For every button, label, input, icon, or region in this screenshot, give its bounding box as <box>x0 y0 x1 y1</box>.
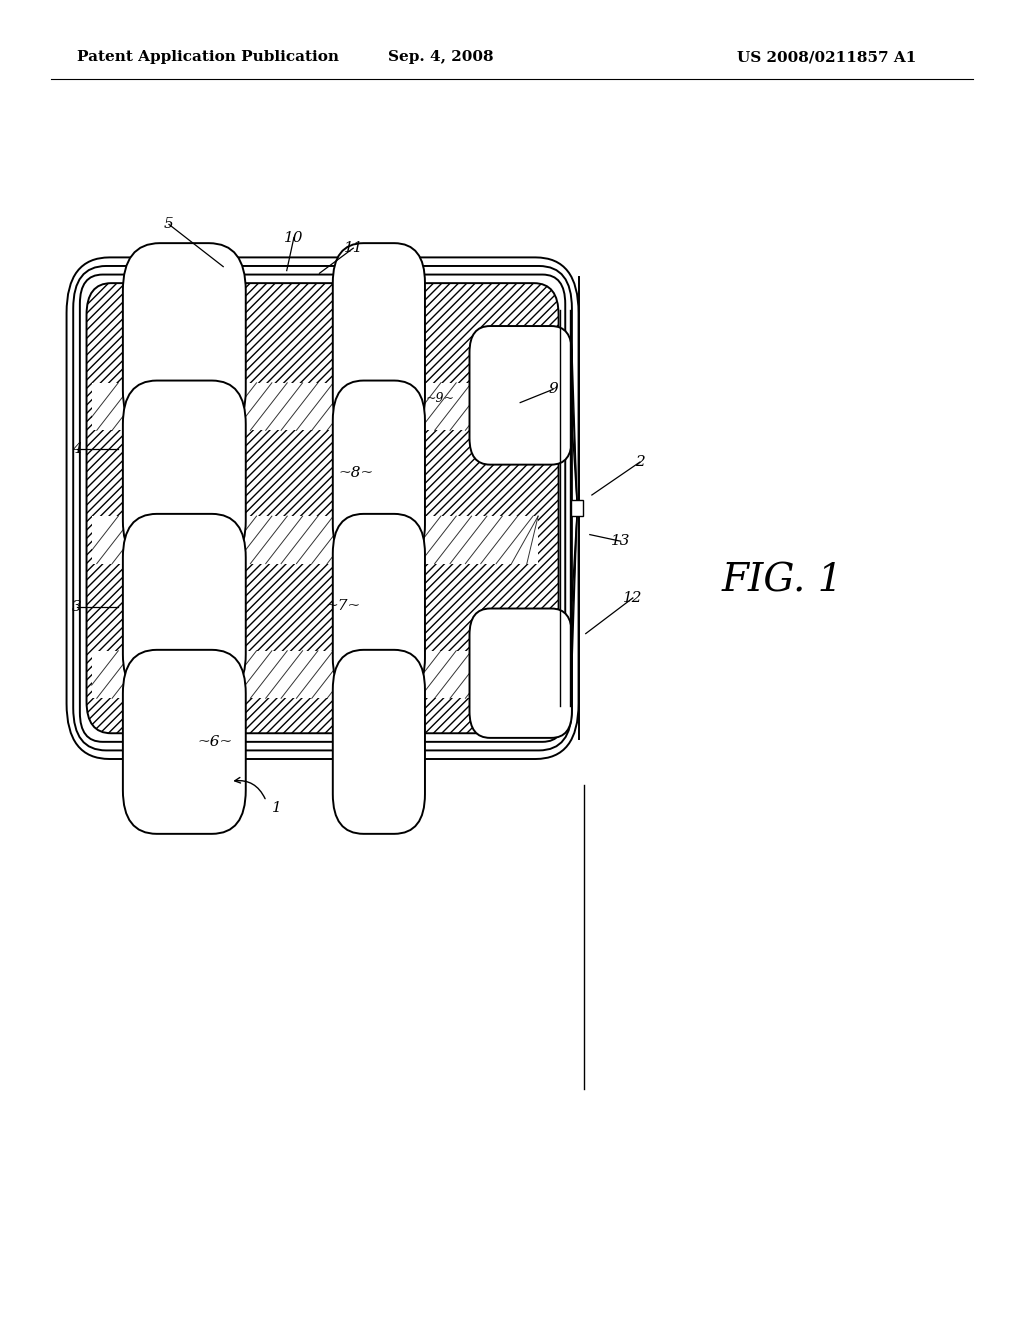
FancyBboxPatch shape <box>123 380 246 565</box>
Text: 3: 3 <box>72 601 82 614</box>
Text: Sep. 4, 2008: Sep. 4, 2008 <box>387 50 494 65</box>
Text: 11: 11 <box>343 242 364 255</box>
Text: 9: 9 <box>548 383 558 396</box>
Bar <box>92 383 539 430</box>
Bar <box>92 651 539 698</box>
Text: 2: 2 <box>635 455 645 469</box>
Text: 12: 12 <box>623 591 643 605</box>
FancyBboxPatch shape <box>469 609 571 738</box>
FancyBboxPatch shape <box>333 513 425 698</box>
Bar <box>469 609 571 738</box>
FancyBboxPatch shape <box>67 257 579 759</box>
FancyBboxPatch shape <box>333 649 425 834</box>
FancyBboxPatch shape <box>333 243 425 438</box>
FancyBboxPatch shape <box>333 380 425 565</box>
FancyBboxPatch shape <box>123 649 246 834</box>
FancyBboxPatch shape <box>86 282 559 734</box>
FancyBboxPatch shape <box>123 513 246 698</box>
FancyBboxPatch shape <box>469 326 571 465</box>
Text: 10: 10 <box>284 231 304 244</box>
Bar <box>571 500 584 516</box>
Text: 4: 4 <box>72 442 82 455</box>
Text: US 2008/0211857 A1: US 2008/0211857 A1 <box>737 50 916 65</box>
Text: ~6~: ~6~ <box>198 735 232 748</box>
Text: ~9~: ~9~ <box>426 392 455 405</box>
Text: ~8~: ~8~ <box>339 466 374 479</box>
Text: FIG. 1: FIG. 1 <box>722 562 844 599</box>
Text: 1: 1 <box>271 801 282 814</box>
Text: Patent Application Publication: Patent Application Publication <box>77 50 339 65</box>
FancyBboxPatch shape <box>123 243 246 438</box>
Text: ~7~: ~7~ <box>326 599 360 612</box>
Bar <box>469 326 571 465</box>
Bar <box>92 516 539 564</box>
Text: 13: 13 <box>610 535 631 548</box>
Text: 5: 5 <box>164 218 174 231</box>
